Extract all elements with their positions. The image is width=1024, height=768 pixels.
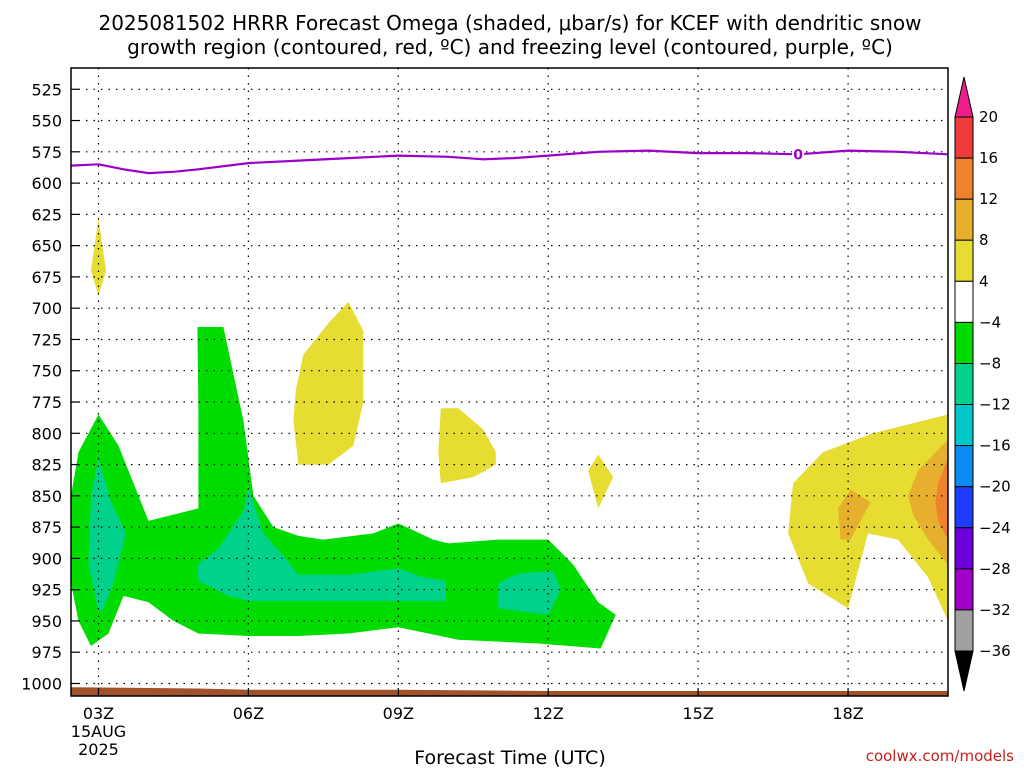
colorbar: 20 16 12 8 4 −4 −8 −12 −16 −20 −24 −28 −32 −36 bbox=[954, 76, 1011, 692]
colorbar-bin bbox=[954, 445, 974, 488]
colorbar-bin bbox=[954, 321, 974, 364]
omega-region-6 bbox=[838, 489, 871, 540]
colorbar-label: −12 bbox=[979, 396, 1011, 414]
freezing-level-group: 0 bbox=[70, 146, 949, 175]
omega-region-11 bbox=[498, 570, 561, 615]
x-tick-label: 18Z bbox=[832, 704, 863, 723]
colorbar-label: −16 bbox=[979, 437, 1011, 455]
y-tick-label: 975 bbox=[31, 643, 62, 662]
y-axis-ticks: 525 550 575 600 625 650 675 700 725 750 775 800 825 8… bbox=[21, 80, 79, 693]
colorbar-bin bbox=[954, 280, 974, 323]
y-tick-label: 925 bbox=[31, 581, 62, 600]
y-tick-label: 625 bbox=[31, 205, 62, 224]
colorbar-bin bbox=[954, 609, 974, 652]
x-tick-label: 15Z bbox=[682, 704, 713, 723]
chart-title-line1: 2025081502 HRRR Forecast Omega (shaded, … bbox=[98, 11, 921, 35]
credit-text: coolwx.com/models bbox=[866, 747, 1014, 765]
colorbar-bin bbox=[954, 527, 974, 570]
y-tick-label: 550 bbox=[31, 112, 62, 131]
y-tick-label: 850 bbox=[31, 487, 62, 506]
y-tick-label: 725 bbox=[31, 330, 62, 349]
y-tick-label: 800 bbox=[31, 424, 62, 443]
surface-layer bbox=[71, 687, 948, 696]
colorbar-bin bbox=[954, 198, 974, 241]
y-tick-label: 700 bbox=[31, 299, 62, 318]
colorbar-bin bbox=[954, 239, 974, 282]
omega-region-3 bbox=[588, 454, 614, 509]
colorbar-bin bbox=[954, 116, 974, 159]
y-tick-label: 875 bbox=[31, 518, 62, 537]
colorbar-label: 20 bbox=[979, 108, 998, 126]
colorbar-bin bbox=[954, 363, 974, 406]
colorbar-label: −32 bbox=[979, 601, 1011, 619]
colorbar-label: 8 bbox=[979, 231, 989, 249]
colorbar-label: −28 bbox=[979, 560, 1011, 578]
x-axis-label: Forecast Time (UTC) bbox=[414, 747, 605, 768]
y-tick-label: 950 bbox=[31, 612, 62, 631]
x-tick-label: 03Z bbox=[83, 704, 114, 723]
y-tick-label: 1000 bbox=[21, 674, 62, 693]
omega-region-5 bbox=[908, 439, 948, 565]
colorbar-label: −4 bbox=[979, 313, 1001, 331]
y-tick-label: 575 bbox=[31, 143, 62, 162]
y-tick-label: 750 bbox=[31, 362, 62, 381]
x-tick-label: 09Z bbox=[383, 704, 414, 723]
omega-region-4 bbox=[788, 414, 948, 621]
omega-region-9 bbox=[88, 458, 126, 613]
colorbar-label: −36 bbox=[979, 642, 1011, 660]
x-tick-year: 2025 bbox=[78, 740, 119, 759]
x-tick-label: 12Z bbox=[533, 704, 564, 723]
colorbar-label: 4 bbox=[979, 272, 989, 290]
colorbar-bin bbox=[954, 568, 974, 611]
colorbar-label: −8 bbox=[979, 355, 1001, 373]
omega-region-7 bbox=[935, 458, 948, 540]
colorbar-top-triangle bbox=[954, 76, 974, 118]
colorbar-bin bbox=[954, 404, 974, 447]
y-tick-label: 900 bbox=[31, 549, 62, 568]
freezing-level-label: 0 bbox=[793, 147, 803, 163]
omega-region-2 bbox=[438, 408, 496, 484]
y-tick-label: 600 bbox=[31, 174, 62, 193]
x-tick-date: 15AUG bbox=[71, 722, 126, 741]
y-tick-label: 825 bbox=[31, 456, 62, 475]
colorbar-bottom-triangle bbox=[954, 650, 974, 692]
freezing-label-bg bbox=[792, 146, 805, 163]
omega-region-1 bbox=[293, 301, 364, 465]
colorbar-label: 16 bbox=[979, 149, 998, 167]
omega-region-10 bbox=[197, 487, 446, 601]
colorbar-label: −20 bbox=[979, 478, 1011, 496]
surface-band bbox=[71, 687, 948, 696]
colorbar-label: 12 bbox=[979, 190, 998, 208]
colorbar-bin bbox=[954, 486, 974, 529]
omega-shaded-regions bbox=[71, 218, 948, 649]
y-tick-label: 775 bbox=[31, 393, 62, 412]
chart-title-line2: growth region (contoured, red, ºC) and f… bbox=[127, 35, 893, 59]
colorbar-bin bbox=[954, 157, 974, 200]
freezing-level-line bbox=[70, 149, 949, 175]
y-tick-label: 675 bbox=[31, 268, 62, 287]
colorbar-label: −24 bbox=[979, 519, 1011, 537]
plot-frame bbox=[70, 67, 949, 697]
y-tick-label: 525 bbox=[31, 80, 62, 99]
x-tick-label: 06Z bbox=[233, 704, 264, 723]
y-tick-label: 650 bbox=[31, 237, 62, 256]
